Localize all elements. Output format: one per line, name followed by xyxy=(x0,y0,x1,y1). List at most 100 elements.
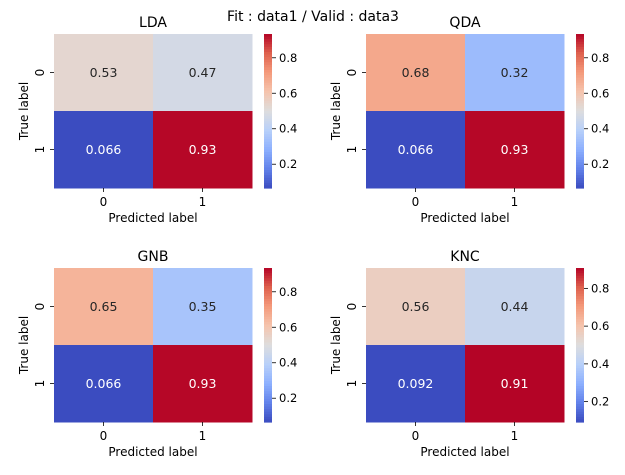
colorbar-segment xyxy=(576,103,584,107)
colorbar-segment xyxy=(576,41,584,45)
colorbar-segment xyxy=(576,342,584,346)
colorbar-segment xyxy=(264,39,272,43)
colorbar-segment xyxy=(576,393,584,397)
colorbar-segment xyxy=(576,57,584,61)
colorbar-segment xyxy=(576,59,584,63)
colorbar-tick-label: 0.4 xyxy=(279,356,297,370)
colorbar-segment xyxy=(576,93,584,97)
colorbar-segment xyxy=(576,268,584,272)
colorbar-segment xyxy=(264,72,272,76)
colorbar-segment xyxy=(576,64,584,68)
colorbar-segment xyxy=(264,388,272,392)
colorbar-segment xyxy=(264,398,272,403)
colorbar-segment xyxy=(264,350,272,354)
colorbar-segment xyxy=(576,288,584,292)
colorbar-segment xyxy=(576,398,584,403)
colorbar-segment xyxy=(576,411,584,415)
heatmap-cell xyxy=(465,34,565,112)
colorbar-segment xyxy=(576,324,584,328)
colorbar-segment xyxy=(264,339,272,344)
x-axis-label: Predicted label xyxy=(108,211,197,225)
colorbar-segment xyxy=(576,293,584,297)
colorbar-segment xyxy=(264,157,272,161)
colorbar-segment xyxy=(576,404,584,408)
colorbar-segment xyxy=(264,414,272,418)
colorbar-segment xyxy=(264,118,272,122)
colorbar-segment xyxy=(576,77,584,81)
colorbar-segment xyxy=(264,98,272,102)
colorbar-segment xyxy=(264,324,272,328)
colorbar-segment xyxy=(576,182,584,187)
colorbar-tick-label: 0.8 xyxy=(591,281,609,295)
colorbar-segment xyxy=(576,118,584,122)
colorbar-segment xyxy=(576,283,584,287)
colorbar-segment xyxy=(264,152,272,156)
cell-annotation: 0.44 xyxy=(501,299,529,314)
x-tick-label: 0 xyxy=(100,195,108,209)
colorbar-segment xyxy=(576,309,584,313)
colorbar-segment xyxy=(576,164,584,169)
colorbar-segment xyxy=(576,375,584,379)
colorbar-segment xyxy=(576,378,584,382)
cell-annotation: 0.93 xyxy=(501,142,529,157)
colorbar-segment xyxy=(264,141,272,145)
colorbar-segment xyxy=(264,411,272,415)
colorbar-segment xyxy=(264,134,272,138)
colorbar-segment xyxy=(576,136,584,140)
x-tick-label: 0 xyxy=(412,429,420,443)
colorbar-segment xyxy=(576,285,584,290)
colorbar-segment xyxy=(576,370,584,374)
colorbar-segment xyxy=(264,111,272,115)
colorbar-segment xyxy=(264,77,272,81)
panel-title: QDA xyxy=(449,15,481,31)
heatmap-cell xyxy=(153,268,253,346)
x-tick-label: 0 xyxy=(412,195,420,209)
y-tick-label: 1 xyxy=(345,380,359,388)
colorbar-segment xyxy=(576,159,584,163)
colorbar-segment xyxy=(264,314,272,318)
cell-annotation: 0.56 xyxy=(402,299,430,314)
colorbar-segment xyxy=(576,46,584,50)
colorbar-tick-label: 0.2 xyxy=(591,395,609,409)
colorbar-segment xyxy=(264,149,272,153)
colorbar-segment xyxy=(264,373,272,377)
colorbar-segment xyxy=(576,301,584,305)
colorbar-segment xyxy=(264,409,272,413)
colorbar-segment xyxy=(264,54,272,58)
colorbar-segment xyxy=(576,80,584,84)
colorbar-segment xyxy=(576,108,584,112)
colorbar-segment xyxy=(264,116,272,120)
colorbar-segment xyxy=(576,303,584,308)
colorbar-segment xyxy=(576,175,584,179)
colorbar-tick-label: 0.4 xyxy=(279,122,297,136)
colorbar-segment xyxy=(264,347,272,351)
colorbar-segment xyxy=(264,87,272,92)
colorbar-segment xyxy=(576,352,584,356)
colorbar-segment xyxy=(264,296,272,300)
colorbar-segment xyxy=(576,345,584,349)
colorbar-tick-label: 0.8 xyxy=(279,51,297,65)
cell-annotation: 0.47 xyxy=(189,65,217,80)
colorbar-segment xyxy=(264,283,272,287)
colorbar-segment xyxy=(264,185,272,189)
colorbar-segment xyxy=(264,103,272,107)
colorbar-segment xyxy=(576,291,584,295)
heatmap-cell xyxy=(465,111,565,189)
colorbar-segment xyxy=(576,177,584,181)
colorbar-segment xyxy=(576,355,584,359)
colorbar-segment xyxy=(576,90,584,94)
colorbar-segment xyxy=(264,332,272,336)
colorbar-segment xyxy=(576,419,584,423)
colorbar-segment xyxy=(576,180,584,184)
colorbar-segment xyxy=(576,391,584,395)
colorbar-segment xyxy=(264,370,272,374)
colorbar-segment xyxy=(264,342,272,346)
y-tick-label: 0 xyxy=(33,303,47,311)
colorbar-segment xyxy=(576,146,584,151)
colorbar-segment xyxy=(576,270,584,274)
x-axis-label: Predicted label xyxy=(420,445,509,459)
colorbar-segment xyxy=(576,141,584,145)
y-axis-label: True label xyxy=(329,316,343,375)
